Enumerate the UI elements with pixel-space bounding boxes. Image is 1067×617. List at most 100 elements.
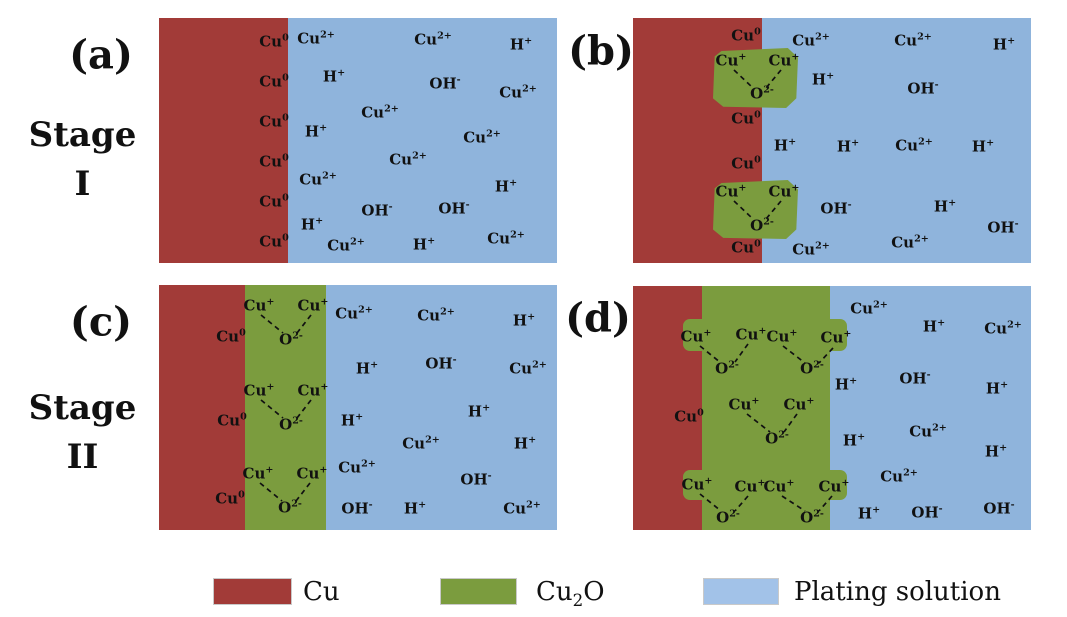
ion-label: Cu+ — [766, 327, 798, 346]
ion-label: OH- — [899, 369, 931, 388]
ion-label: Cu2+ — [297, 29, 335, 48]
ion-label: Cu2+ — [338, 458, 376, 477]
ion-label: Cu0 — [259, 72, 289, 91]
ion-label: Cu2+ — [503, 499, 541, 518]
ion-label: H+ — [933, 197, 957, 216]
ion-label: Cu2+ — [361, 103, 399, 122]
stage-1-label: Stage I — [0, 115, 165, 205]
ion-label: H+ — [322, 67, 346, 86]
ion-label: H+ — [509, 35, 533, 54]
ion-label: OH- — [460, 470, 492, 489]
ion-label: Cu2+ — [463, 128, 501, 147]
ion-label: O2- — [750, 216, 774, 235]
ion-label: Cu0 — [259, 32, 289, 51]
ion-label: O2- — [716, 508, 740, 527]
legend-swatch-cu2o — [440, 578, 517, 605]
ion-label: H+ — [513, 434, 537, 453]
legend-label-plating-solution: Plating solution — [794, 577, 1001, 607]
legend-swatch-cu — [213, 578, 292, 605]
ion-label: Cu2+ — [792, 240, 830, 259]
stage-1-numeral: I — [74, 164, 91, 205]
ion-label: Cu+ — [728, 395, 760, 414]
ion-label: Cu0 — [259, 112, 289, 131]
ion-label: Cu+ — [818, 477, 850, 496]
cu-substrate-region — [159, 18, 288, 263]
ion-label: Cu+ — [768, 182, 800, 201]
ion-label: H+ — [773, 136, 797, 155]
ion-label: H+ — [355, 359, 379, 378]
ion-label: H+ — [811, 70, 835, 89]
panel-b-letter: (b) — [568, 27, 634, 75]
ion-label: Cu2+ — [327, 236, 365, 255]
ion-label: H+ — [467, 402, 491, 421]
ion-label: Cu2+ — [402, 434, 440, 453]
ion-label: H+ — [836, 137, 860, 156]
ion-label: OH- — [438, 199, 470, 218]
ion-label: H+ — [834, 375, 858, 394]
ion-label: OH- — [983, 499, 1015, 518]
ion-label: Cu+ — [768, 51, 800, 70]
ion-label: H+ — [985, 379, 1009, 398]
ion-label: Cu0 — [731, 238, 761, 257]
ion-label: Cu2+ — [984, 319, 1022, 338]
cu2o-layer — [245, 285, 326, 530]
ion-label: Cu2+ — [487, 229, 525, 248]
ion-label: Cu2+ — [417, 306, 455, 325]
ion-label: Cu2+ — [895, 136, 933, 155]
ion-label: Cu0 — [259, 152, 289, 171]
ion-label: Cu+ — [680, 327, 712, 346]
ion-label: OH- — [361, 201, 393, 220]
panel-b — [633, 18, 1031, 263]
ion-label: H+ — [403, 499, 427, 518]
stage-2-word: Stage — [28, 388, 137, 428]
ion-label: Cu2+ — [850, 299, 888, 318]
ion-label: O2- — [279, 415, 303, 434]
ion-label: H+ — [412, 235, 436, 254]
ion-label: O2- — [750, 84, 774, 103]
ion-label: Cu+ — [735, 325, 767, 344]
ion-label: OH- — [987, 218, 1019, 237]
ion-label: Cu2+ — [909, 422, 947, 441]
ion-label: OH- — [425, 354, 457, 373]
ion-label: Cu2+ — [389, 150, 427, 169]
stage-2-label: Stage II — [0, 388, 165, 477]
ion-label: Cu+ — [297, 296, 329, 315]
ion-label: H+ — [512, 311, 536, 330]
cu2o-nucleus — [713, 180, 798, 239]
panel-d-letter: (d) — [565, 294, 631, 342]
ion-label: Cu2+ — [792, 31, 830, 50]
ion-label: Cu0 — [217, 411, 247, 430]
ion-label: OH- — [907, 79, 939, 98]
cu2o-nucleus — [713, 48, 798, 108]
ion-label: O2- — [800, 508, 824, 527]
panel-c — [159, 285, 557, 530]
ion-label: H+ — [992, 35, 1016, 54]
legend-label-cu: Cu — [303, 577, 340, 607]
ion-label: Cu+ — [783, 395, 815, 414]
ion-label: Cu+ — [296, 464, 328, 483]
legend-swatch-plating-solution — [703, 578, 779, 605]
ion-label: Cu+ — [734, 477, 766, 496]
ion-label: Cu2+ — [894, 31, 932, 50]
ion-label: Cu0 — [674, 407, 704, 426]
panel-a — [159, 18, 557, 263]
panel-a-letter: (a) — [69, 31, 133, 79]
ion-label: Cu2+ — [414, 30, 452, 49]
ion-label: OH- — [911, 503, 943, 522]
ion-label: Cu+ — [243, 296, 275, 315]
panel-c-letter: (c) — [69, 298, 133, 346]
ion-label: OH- — [820, 199, 852, 218]
ion-label: H+ — [494, 177, 518, 196]
ion-label: Cu0 — [259, 232, 289, 251]
ion-label: H+ — [300, 215, 324, 234]
ion-label: Cu0 — [259, 192, 289, 211]
legend-label-cu2o: Cu2O — [536, 577, 605, 611]
ion-label: OH- — [429, 74, 461, 93]
ion-label: O2- — [278, 498, 302, 517]
ion-label: H+ — [971, 137, 995, 156]
ion-label: Cu2+ — [509, 359, 547, 378]
ion-label: Cu2+ — [880, 467, 918, 486]
ion-label: O2- — [765, 429, 789, 448]
ion-label: O2- — [800, 359, 824, 378]
ion-label: Cu+ — [297, 381, 329, 400]
